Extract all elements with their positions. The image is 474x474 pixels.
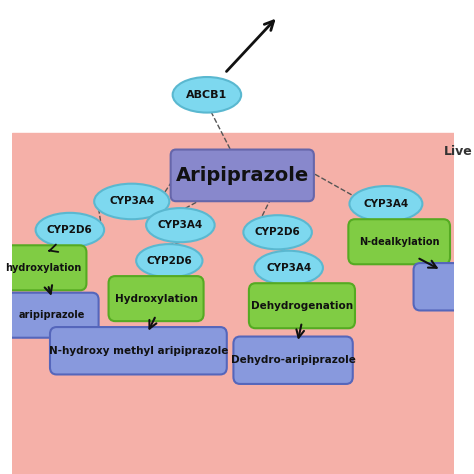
Ellipse shape bbox=[146, 208, 215, 242]
Text: aripiprazole: aripiprazole bbox=[19, 310, 85, 320]
Bar bbox=[12, 0, 455, 133]
Text: CYP3A4: CYP3A4 bbox=[266, 263, 311, 273]
Text: CYP3A4: CYP3A4 bbox=[109, 196, 155, 207]
Text: N-dealkylation: N-dealkylation bbox=[359, 237, 439, 247]
Text: Hydroxylation: Hydroxylation bbox=[115, 293, 198, 304]
FancyBboxPatch shape bbox=[348, 219, 450, 264]
Ellipse shape bbox=[173, 77, 241, 112]
FancyBboxPatch shape bbox=[249, 283, 355, 328]
FancyBboxPatch shape bbox=[50, 327, 227, 374]
FancyBboxPatch shape bbox=[171, 150, 314, 201]
Ellipse shape bbox=[136, 244, 202, 277]
Text: hydroxylation: hydroxylation bbox=[5, 263, 82, 273]
Bar bbox=[12, 133, 455, 474]
FancyBboxPatch shape bbox=[6, 293, 99, 338]
Ellipse shape bbox=[36, 213, 104, 247]
Text: CYP3A4: CYP3A4 bbox=[363, 199, 409, 209]
Ellipse shape bbox=[349, 186, 422, 222]
Text: CYP2D6: CYP2D6 bbox=[146, 255, 192, 266]
Text: Dehydrogenation: Dehydrogenation bbox=[251, 301, 353, 311]
Ellipse shape bbox=[94, 184, 169, 219]
Text: CYP2D6: CYP2D6 bbox=[255, 227, 301, 237]
FancyBboxPatch shape bbox=[0, 246, 86, 290]
FancyBboxPatch shape bbox=[413, 263, 465, 310]
Text: CYP2D6: CYP2D6 bbox=[47, 225, 93, 235]
Text: CYP3A4: CYP3A4 bbox=[158, 220, 203, 230]
Ellipse shape bbox=[243, 215, 312, 249]
Text: Dehydro-aripiprazole: Dehydro-aripiprazole bbox=[231, 355, 356, 365]
FancyBboxPatch shape bbox=[109, 276, 204, 321]
Text: Aripiprazole: Aripiprazole bbox=[176, 166, 309, 185]
Ellipse shape bbox=[255, 251, 323, 285]
Text: N-hydroxy methyl aripiprazole: N-hydroxy methyl aripiprazole bbox=[49, 346, 228, 356]
Text: ABCB1: ABCB1 bbox=[186, 90, 228, 100]
FancyBboxPatch shape bbox=[233, 337, 353, 384]
Text: Live: Live bbox=[443, 145, 472, 158]
